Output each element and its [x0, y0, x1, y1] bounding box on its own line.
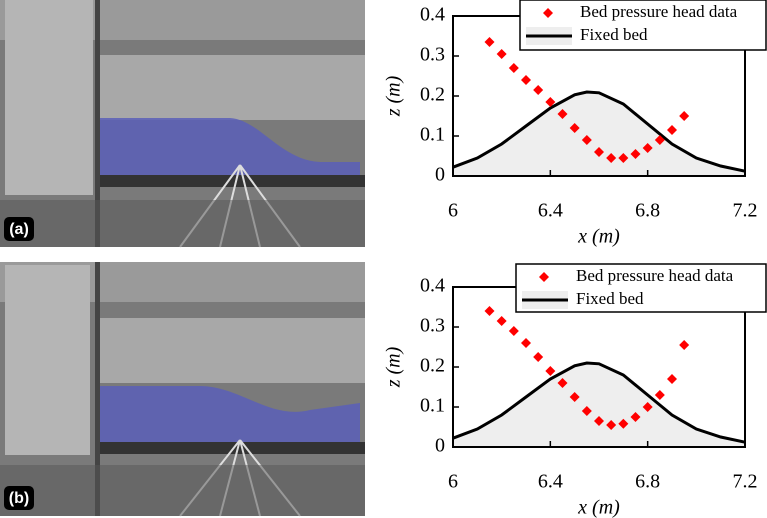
legend-marker	[539, 272, 549, 282]
y-axis-label: z (m)	[383, 75, 405, 117]
data-point	[606, 420, 617, 430]
photo-a	[0, 0, 365, 248]
data-point	[557, 109, 568, 119]
bed-area	[453, 92, 745, 176]
data-point	[496, 316, 507, 326]
data-point	[581, 406, 592, 416]
data-point	[521, 338, 531, 348]
bed-area	[453, 363, 745, 447]
y-tick-label: 0.2	[420, 84, 445, 106]
y-tick-label: 0	[435, 164, 445, 186]
data-point	[667, 125, 677, 135]
x-tick-label: 7.2	[733, 471, 758, 493]
x-tick-label: 6.4	[538, 200, 563, 222]
data-point	[606, 153, 617, 163]
x-axis-label: x (m)	[577, 226, 620, 248]
data-point	[667, 374, 677, 384]
data-point	[618, 418, 629, 429]
x-tick-label: 6.8	[635, 471, 660, 493]
data-point	[679, 340, 690, 350]
data-point	[521, 75, 531, 85]
legend-marker	[543, 8, 553, 18]
panel-label-bg	[4, 486, 34, 510]
x-tick-label: 6.4	[538, 471, 563, 493]
data-point	[630, 412, 641, 422]
bed-line	[452, 361, 746, 444]
data-point	[594, 147, 604, 157]
data-point	[484, 37, 495, 47]
legend-label: Bed pressure head data	[576, 266, 734, 285]
bed-line	[452, 90, 746, 173]
legend-label: Fixed bed	[580, 25, 648, 44]
x-tick-label: 7.2	[733, 200, 758, 222]
data-point	[654, 135, 665, 145]
data-point	[533, 85, 544, 95]
x-tick-label: 6.8	[635, 200, 660, 222]
data-point	[581, 135, 592, 145]
data-point	[508, 326, 519, 336]
data-point	[642, 402, 653, 412]
data-point	[496, 49, 507, 59]
data-point	[642, 143, 653, 153]
data-point	[630, 149, 641, 159]
data-point	[594, 416, 604, 426]
data-point	[654, 390, 665, 400]
y-tick-label: 0.3	[420, 44, 445, 66]
panel-label: (a)	[9, 221, 29, 238]
legend-label: Fixed bed	[576, 289, 644, 308]
data-point	[569, 392, 580, 402]
y-tick-label: 0	[435, 435, 445, 457]
y-tick-label: 0.1	[420, 124, 445, 146]
data-point	[533, 352, 544, 362]
x-tick-label: 6	[448, 471, 458, 493]
photo-b	[0, 262, 365, 517]
data-point	[508, 63, 519, 73]
x-axis-label: x (m)	[577, 497, 620, 518]
data-point	[557, 378, 568, 388]
data-point	[545, 97, 556, 107]
y-axis-label: z (m)	[383, 346, 405, 388]
data-point	[484, 306, 495, 316]
panel-label: (b)	[9, 490, 29, 507]
y-tick-label: 0.4	[420, 275, 445, 297]
y-tick-label: 0.4	[420, 4, 445, 26]
y-tick-label: 0.2	[420, 355, 445, 377]
panel-label-bg	[4, 217, 34, 241]
y-tick-label: 0.1	[420, 395, 445, 417]
data-point	[679, 111, 690, 121]
data-point	[545, 366, 556, 376]
data-point	[618, 153, 629, 163]
legend-label: Bed pressure head data	[580, 2, 738, 21]
x-tick-label: 6	[448, 200, 458, 222]
y-tick-label: 0.3	[420, 315, 445, 337]
data-point	[569, 123, 580, 133]
